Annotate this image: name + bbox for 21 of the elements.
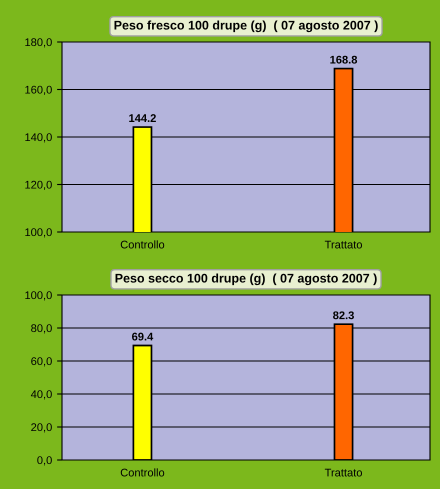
y-tick-label: 40,0 [30, 390, 52, 400]
y-tick-label: 80,0 [31, 324, 52, 334]
y-tick-label: 100,0 [25, 228, 52, 238]
x-tick-label: Controllo [120, 468, 164, 476]
y-tick-label: 140,0 [25, 133, 52, 142]
y-tick-label: 160,0 [25, 86, 52, 95]
data-label: 168.8 [330, 56, 358, 64]
y-tick-label: 20,0 [31, 423, 52, 432]
chart-title: Peso fresco 100 drupe (g) ( 07 agosto 2007 ) [114, 20, 378, 32]
y-tick-label: 100,0 [25, 291, 52, 300]
chart-title: Peso secco 100 drupe (g) ( 07 agosto 2007 ) [116, 273, 377, 286]
y-tick-label: 0,0 [37, 456, 52, 466]
x-tick-label: Controllo [120, 240, 164, 248]
y-tick-label: 120,0 [25, 180, 52, 190]
data-label: 144.2 [129, 114, 156, 122]
data-label: 82.3 [333, 311, 354, 320]
y-tick-label: 60,0 [31, 357, 52, 366]
x-tick-label: Trattato [324, 240, 362, 248]
x-tick-label: Trattato [324, 468, 362, 476]
y-tick-label: 180,0 [25, 38, 52, 48]
data-label: 69.4 [132, 332, 154, 341]
